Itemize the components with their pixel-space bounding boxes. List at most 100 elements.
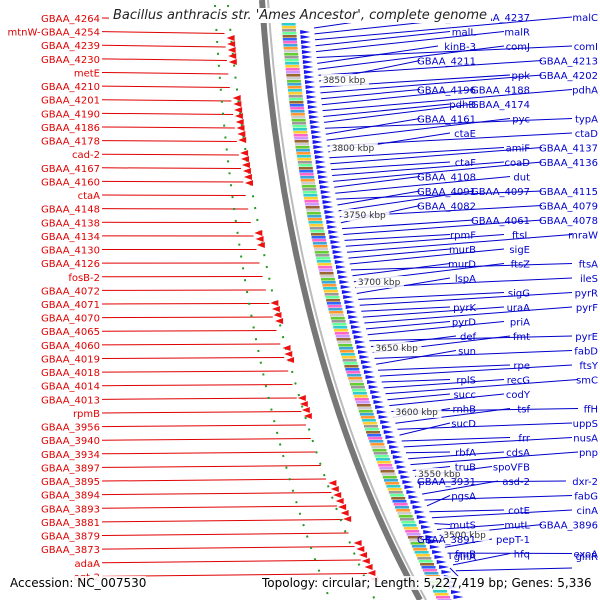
forward-gene-arrow <box>306 95 317 99</box>
feature-stripe <box>363 425 378 428</box>
genome-backbone <box>259 0 423 600</box>
right-connector <box>347 234 573 253</box>
reverse-gene-arrow <box>237 131 246 137</box>
forward-gene-arrow <box>360 360 371 364</box>
reverse-strand-genes <box>226 35 379 582</box>
feature-stripe <box>294 140 309 143</box>
forward-gene-arrow <box>349 320 360 324</box>
forward-gene-arrow <box>313 145 324 149</box>
feature-stripe <box>320 278 335 281</box>
forward-gene-arrow <box>359 355 370 359</box>
reverse-gene-arrow <box>361 558 370 564</box>
right-gene-label: pdhD <box>449 100 476 111</box>
reverse-gene-arrow <box>330 486 339 492</box>
right-gene-label: GBAA_4108 <box>417 173 476 184</box>
right-gene-label: sigG <box>508 289 530 300</box>
feature-stripe <box>375 458 390 461</box>
reverse-gene-arrow <box>367 570 376 576</box>
forward-gene-arrow <box>328 230 339 234</box>
reverse-gene-arrow <box>254 230 263 236</box>
right-gene-label: pyrR <box>575 289 598 300</box>
feature-stripe <box>284 53 299 56</box>
forward-gene-arrow <box>387 440 398 444</box>
feature-stripe <box>392 500 407 503</box>
feature-stripe <box>410 542 425 545</box>
forward-gene-arrow <box>410 500 421 504</box>
forward-gene-arrow <box>324 210 335 214</box>
right-gene-label: ftsA <box>579 260 598 271</box>
feature-stripe <box>321 281 336 284</box>
left-connector <box>101 153 239 156</box>
right-gene-label: dxr-2 <box>572 477 598 488</box>
feature-stripe <box>318 269 333 272</box>
feature-stripe <box>290 107 305 110</box>
forward-gene-arrow <box>343 295 354 299</box>
feature-stripe <box>356 404 371 407</box>
forward-gene-arrow <box>373 400 384 404</box>
forward-gene-arrow <box>326 220 337 224</box>
left-gene-label: GBAA_4019 <box>41 354 100 365</box>
left-connector <box>101 384 293 387</box>
forward-gene-arrow <box>300 35 311 39</box>
forward-gene-arrow <box>383 430 394 434</box>
feature-stripe <box>295 143 310 146</box>
right-gene-label: GBAA_4174 <box>471 100 530 111</box>
right-connector <box>323 103 451 117</box>
feature-stripe <box>309 224 324 227</box>
left-connector <box>101 343 281 346</box>
right-connector <box>410 451 579 466</box>
right-connector <box>345 234 505 247</box>
feature-stripe <box>316 257 331 260</box>
right-gene-label: GBAA_4061 <box>471 216 530 227</box>
forward-gene-arrow <box>309 120 320 124</box>
left-connector <box>101 370 289 373</box>
right-connector <box>315 31 451 47</box>
position-tick-label: 3650 kbp <box>375 344 418 354</box>
tick-label-bg <box>320 74 369 86</box>
forward-gene-arrow <box>337 270 348 274</box>
feature-stripe <box>436 596 451 599</box>
left-gene-label: GBAA_4126 <box>41 259 100 270</box>
right-connector <box>364 306 573 324</box>
feature-stripe <box>295 146 310 149</box>
feature-stripe <box>299 170 314 173</box>
forward-gene-arrow <box>315 160 326 164</box>
forward-gene-arrow <box>332 250 343 254</box>
forward-gene-arrow <box>301 45 312 49</box>
right-gene-label: sigE <box>509 245 530 256</box>
feature-stripe <box>293 134 308 137</box>
feature-stripe <box>351 389 366 392</box>
feature-stripe <box>387 488 402 491</box>
right-gene-label: lspA <box>455 274 476 285</box>
feature-stripe <box>393 503 408 506</box>
accession-label: Accession: NC_007530 <box>10 576 147 590</box>
forward-gene-arrow <box>307 100 318 104</box>
reverse-gene-arrow <box>233 101 242 107</box>
right-connector <box>431 509 573 519</box>
right-connector <box>361 306 451 312</box>
right-connector <box>369 335 573 342</box>
forward-gene-arrow <box>398 470 409 474</box>
reverse-gene-arrow <box>297 395 306 401</box>
feature-stripe <box>299 173 314 176</box>
position-tick-label: 3750 kbp <box>343 211 386 221</box>
left-gene-label: GBAA_3897 <box>41 463 100 474</box>
right-gene-label: GBAA_3931 <box>417 477 476 488</box>
forward-gene-arrow <box>363 370 374 374</box>
right-connector <box>334 176 421 188</box>
right-gene-label: malR <box>504 28 530 39</box>
forward-gene-arrow <box>325 215 336 219</box>
feature-stripe <box>298 167 313 170</box>
right-connector <box>337 190 421 206</box>
reverse-gene-arrow <box>235 119 244 125</box>
right-gene-label: malL <box>452 28 477 39</box>
feature-stripe <box>282 32 297 35</box>
feature-stripe <box>292 122 307 125</box>
feature-stripe <box>292 128 307 131</box>
reverse-gene-arrow <box>232 95 241 101</box>
right-gene-label: def <box>460 332 477 343</box>
left-connector <box>101 505 337 509</box>
right-connector <box>324 103 475 123</box>
map-title: Bacillus anthracis str. 'Ames Ancestor',… <box>0 8 600 23</box>
